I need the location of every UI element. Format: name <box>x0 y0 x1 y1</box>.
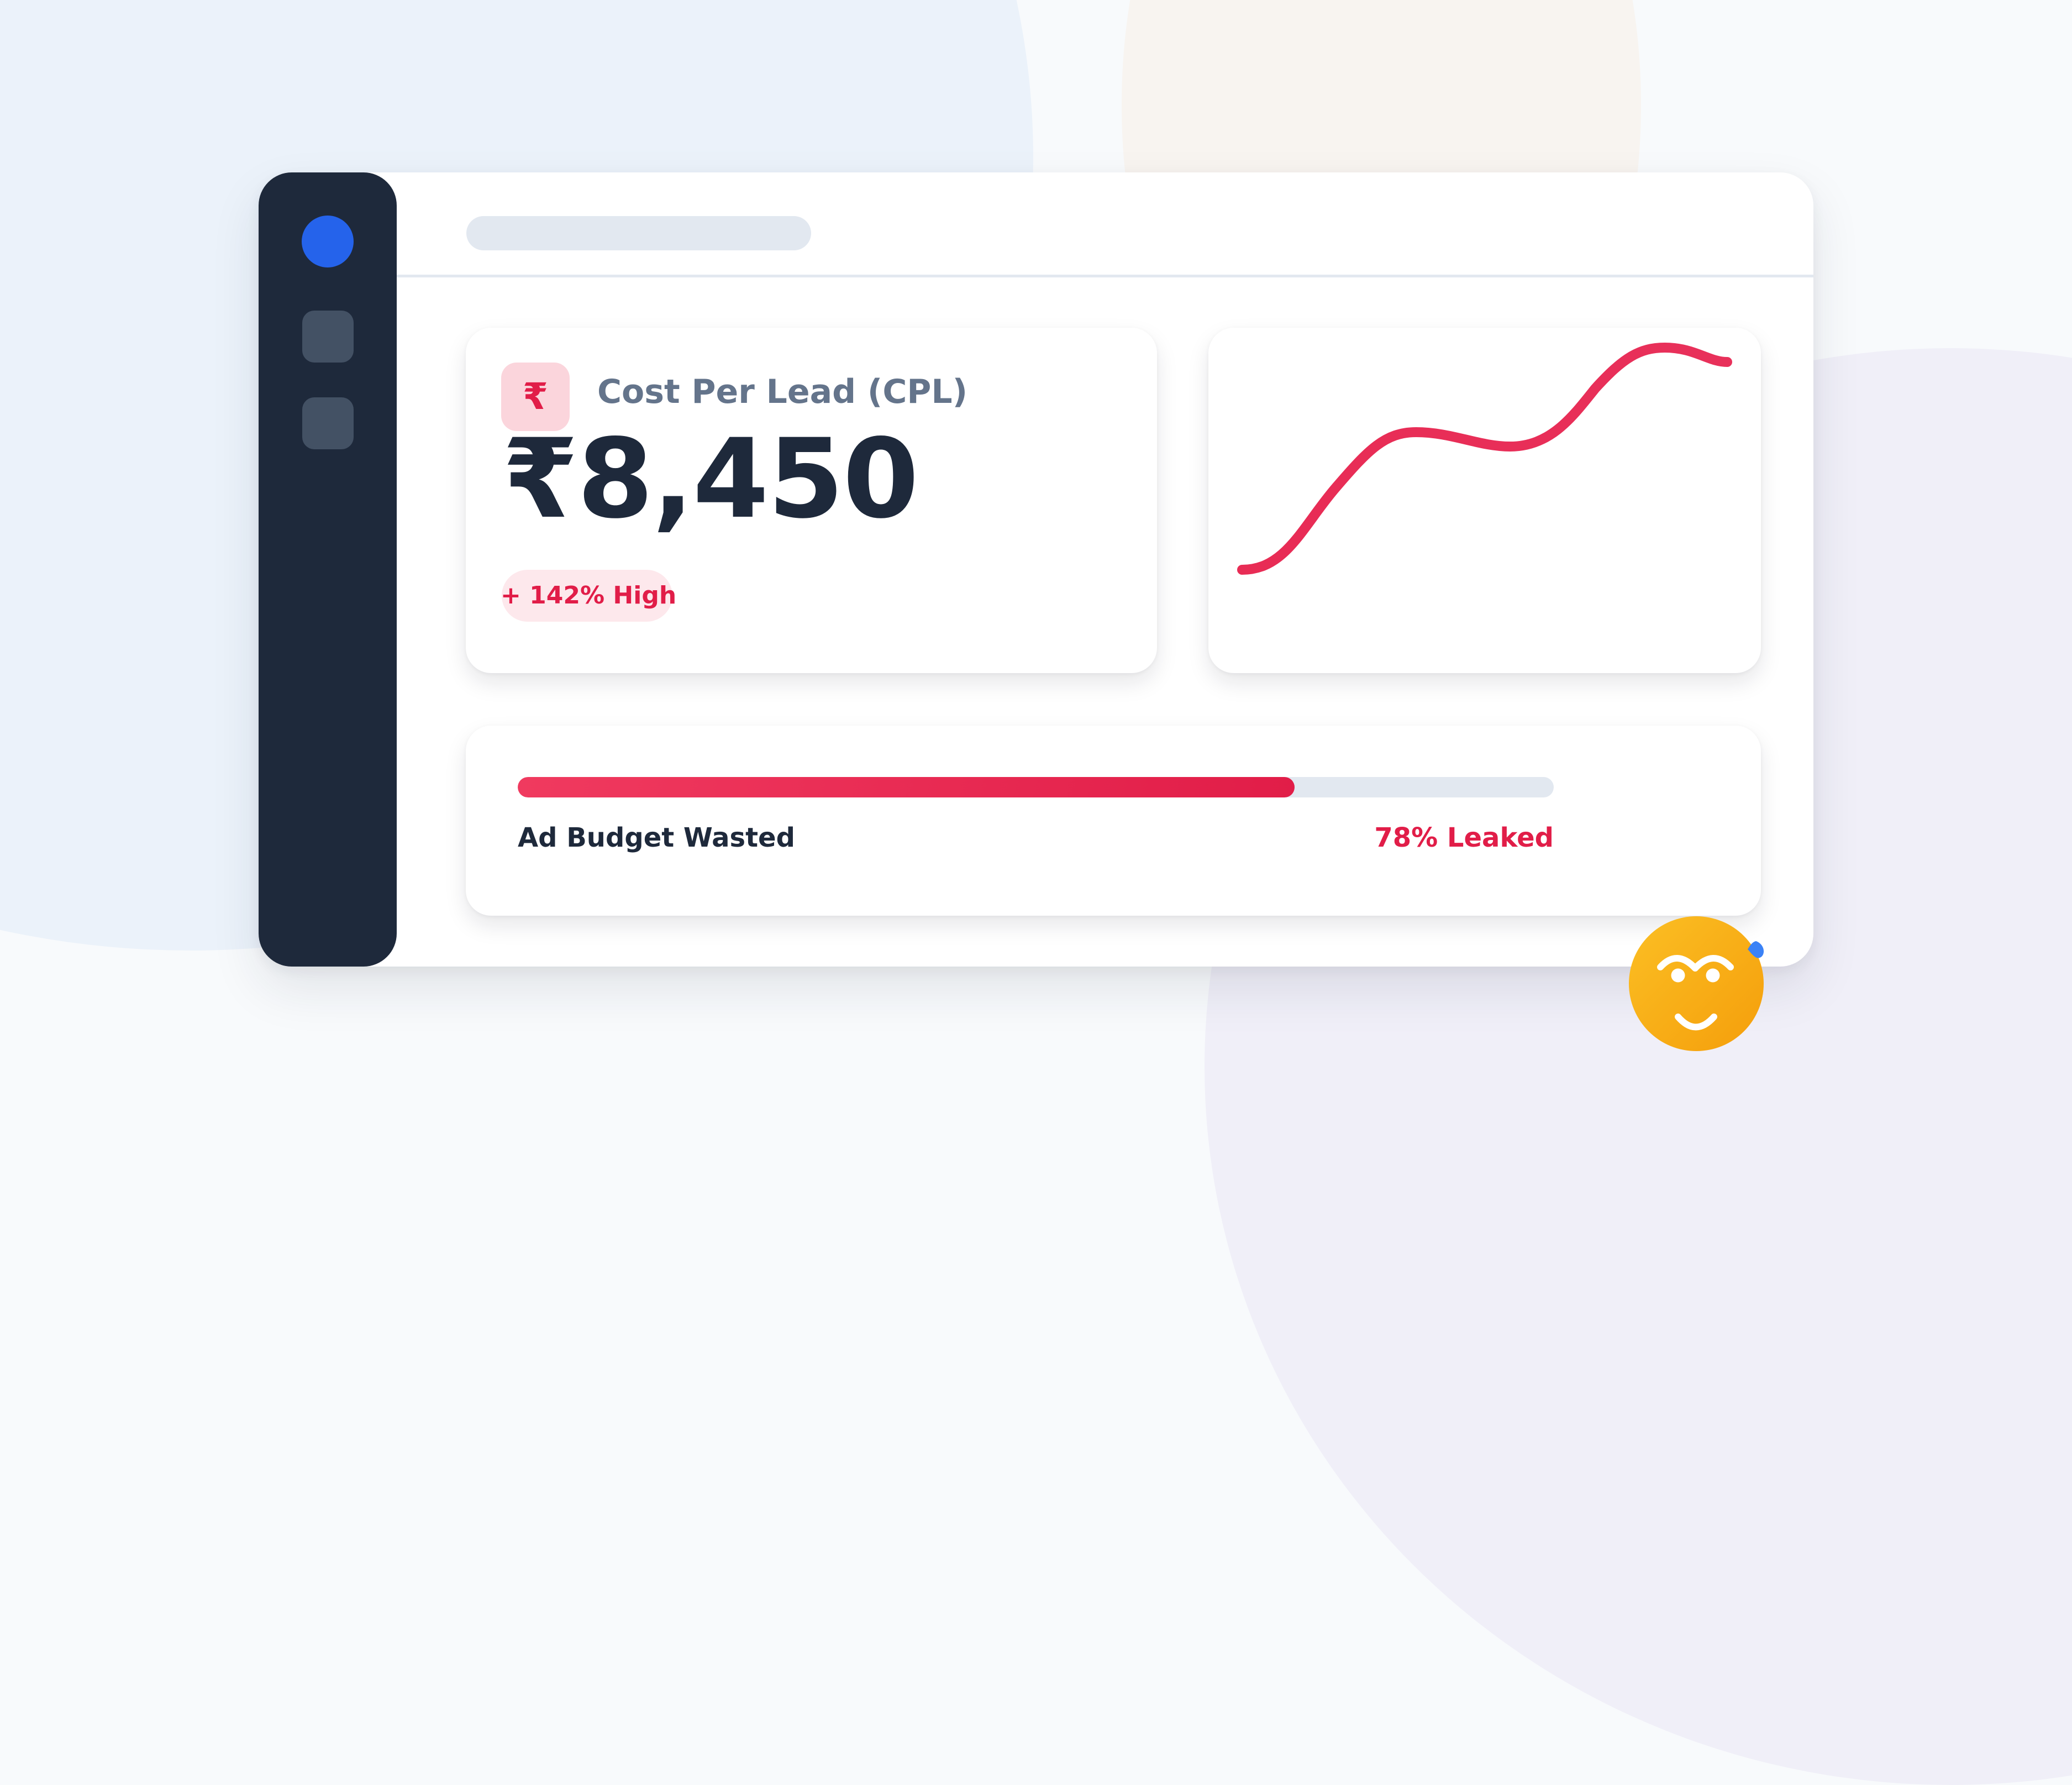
sidebar-item-1[interactable] <box>302 311 354 363</box>
cpl-value: ₹8,450 <box>502 415 919 543</box>
sidebar <box>259 172 397 967</box>
budget-progress-fill <box>518 777 1295 797</box>
dashboard-window: ₹ Cost Per Lead (CPL) ₹8,450 + 142% High… <box>259 172 1813 1051</box>
rupee-icon: ₹ <box>501 363 570 431</box>
trend-line <box>1237 343 1732 575</box>
budget-label: Ad Budget Wasted <box>518 822 795 853</box>
header-divider <box>397 275 1813 277</box>
trend-chart-card <box>1208 328 1761 673</box>
sidebar-logo-dot-icon[interactable] <box>302 216 354 267</box>
budget-progress-track <box>518 777 1554 797</box>
cpl-card: ₹ Cost Per Lead (CPL) ₹8,450 + 142% High <box>466 328 1157 673</box>
sidebar-item-2[interactable] <box>302 397 354 449</box>
change-badge-text: + 142% High <box>501 581 677 610</box>
sweat-drop <box>1748 941 1764 958</box>
budget-card: Ad Budget Wasted 78% Leaked <box>466 726 1761 916</box>
trend-line-chart <box>1237 343 1732 575</box>
cpl-title: Cost Per Lead (CPL) <box>597 372 968 411</box>
leak-status: 78% Leaked <box>1374 822 1554 853</box>
search-bar[interactable] <box>466 216 811 250</box>
rupee-glyph: ₹ <box>523 375 548 418</box>
change-badge <box>502 570 672 622</box>
sweating-face-icon <box>1629 916 1764 1051</box>
